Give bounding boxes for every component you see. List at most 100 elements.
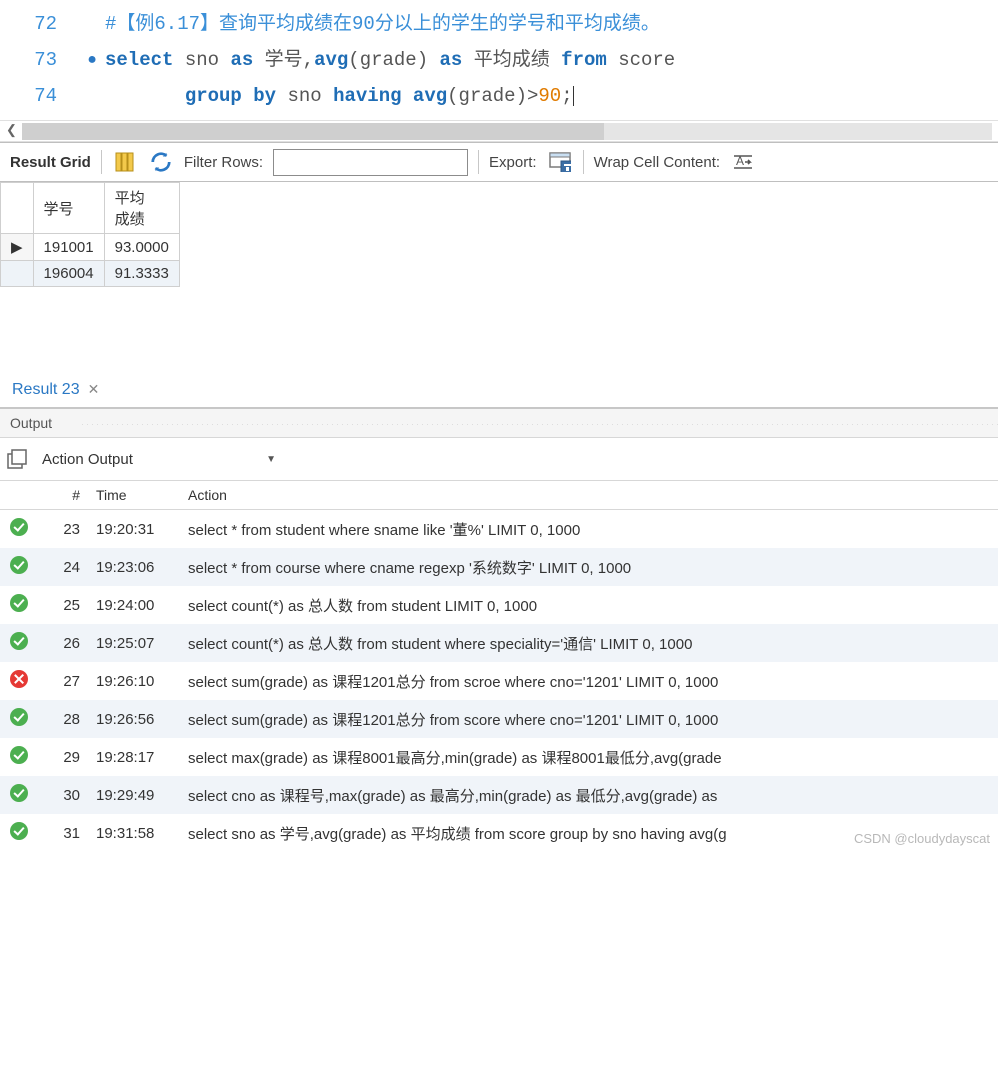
- result-grid-area: 学号平均成绩▶19100193.000019600491.3333: [0, 182, 998, 372]
- svg-text:A: A: [736, 154, 744, 168]
- log-header[interactable]: Time: [92, 481, 184, 510]
- output-dots: [80, 423, 998, 425]
- log-header[interactable]: #: [40, 481, 92, 510]
- line-number: 73: [0, 42, 85, 78]
- table-row[interactable]: ▶19100193.0000: [1, 234, 180, 261]
- log-time: 19:26:10: [92, 662, 184, 700]
- log-action: select * from course where cname regexp …: [184, 548, 998, 586]
- success-icon: [10, 594, 28, 612]
- output-panel-header: Output: [0, 408, 998, 438]
- filter-rows-input[interactable]: [273, 149, 468, 176]
- scroll-track[interactable]: [22, 123, 992, 140]
- log-number: 30: [40, 776, 92, 814]
- error-icon: [10, 670, 28, 688]
- log-row[interactable]: 3119:31:58select sno as 学号,avg(grade) as…: [0, 814, 998, 852]
- line-number: 72: [0, 6, 85, 42]
- editor-scrollbar[interactable]: ❮: [0, 120, 998, 142]
- log-action: select max(grade) as 课程8001最高分,min(grade…: [184, 738, 998, 776]
- breakpoint-marker[interactable]: ●: [85, 42, 99, 78]
- column-header[interactable]: 学号: [33, 183, 104, 234]
- watermark: CSDN @cloudydayscat: [854, 831, 990, 846]
- log-action: select sum(grade) as 课程1201总分 from score…: [184, 700, 998, 738]
- success-icon: [10, 632, 28, 650]
- column-header[interactable]: 平均成绩: [104, 183, 179, 234]
- log-row[interactable]: 2419:23:06select * from course where cna…: [0, 548, 998, 586]
- code-content[interactable]: select sno as 学号,avg(grade) as 平均成绩 from…: [105, 42, 675, 78]
- log-row[interactable]: 2319:20:31select * from student where sn…: [0, 510, 998, 549]
- cell[interactable]: 191001: [33, 234, 104, 261]
- log-number: 29: [40, 738, 92, 776]
- log-row[interactable]: 2519:24:00select count(*) as 总人数 from st…: [0, 586, 998, 624]
- wrap-cell-label: Wrap Cell Content:: [594, 154, 720, 171]
- log-time: 19:26:56: [92, 700, 184, 738]
- output-label: Output: [10, 415, 58, 431]
- code-content[interactable]: group by sno having avg(grade)>90;: [105, 78, 574, 114]
- log-action: select * from student where sname like '…: [184, 510, 998, 549]
- log-number: 26: [40, 624, 92, 662]
- toolbar-separator: [583, 150, 584, 174]
- scroll-thumb[interactable]: [22, 123, 604, 140]
- toolbar-separator: [478, 150, 479, 174]
- output-type-value: Action Output: [42, 451, 133, 468]
- log-header[interactable]: Action: [184, 481, 998, 510]
- result-grid-table[interactable]: 学号平均成绩▶19100193.000019600491.3333: [0, 182, 180, 287]
- success-icon: [10, 708, 28, 726]
- log-row[interactable]: 2619:25:07select count(*) as 总人数 from st…: [0, 624, 998, 662]
- result-tab[interactable]: Result 23: [12, 381, 80, 399]
- log-time: 19:28:17: [92, 738, 184, 776]
- log-action: select count(*) as 总人数 from student LIMI…: [184, 586, 998, 624]
- scroll-left-icon[interactable]: ❮: [6, 122, 17, 138]
- log-number: 23: [40, 510, 92, 549]
- log-number: 31: [40, 814, 92, 852]
- close-icon[interactable]: ✕: [88, 381, 100, 398]
- result-grid-label: Result Grid: [10, 154, 91, 171]
- grid-icon[interactable]: [112, 149, 138, 175]
- log-row[interactable]: 2919:28:17select max(grade) as 课程8001最高分…: [0, 738, 998, 776]
- output-log-area: #TimeAction2319:20:31select * from stude…: [0, 480, 998, 852]
- log-action: select cno as 课程号,max(grade) as 最高分,min(…: [184, 776, 998, 814]
- log-action: select sum(grade) as 课程1201总分 from scroe…: [184, 662, 998, 700]
- log-time: 19:20:31: [92, 510, 184, 549]
- log-time: 19:31:58: [92, 814, 184, 852]
- code-line[interactable]: 73●select sno as 学号,avg(grade) as 平均成绩 f…: [0, 42, 998, 78]
- export-label: Export:: [489, 154, 537, 171]
- log-time: 19:23:06: [92, 548, 184, 586]
- log-time: 19:29:49: [92, 776, 184, 814]
- log-time: 19:25:07: [92, 624, 184, 662]
- log-time: 19:24:00: [92, 586, 184, 624]
- row-indicator: ▶: [1, 234, 34, 261]
- filter-rows-label: Filter Rows:: [184, 154, 263, 171]
- export-icon[interactable]: [547, 149, 573, 175]
- log-number: 24: [40, 548, 92, 586]
- sql-editor[interactable]: 72#【例6.17】查询平均成绩在90分以上的学生的学号和平均成绩。73●sel…: [0, 0, 998, 120]
- refresh-icon[interactable]: [148, 149, 174, 175]
- log-header[interactable]: [0, 481, 40, 510]
- log-row[interactable]: 2819:26:56select sum(grade) as 课程1201总分 …: [0, 700, 998, 738]
- log-number: 25: [40, 586, 92, 624]
- output-log-table[interactable]: #TimeAction2319:20:31select * from stude…: [0, 480, 998, 852]
- code-line[interactable]: 74 group by sno having avg(grade)>90;: [0, 78, 998, 114]
- success-icon: [10, 746, 28, 764]
- code-content[interactable]: #【例6.17】查询平均成绩在90分以上的学生的学号和平均成绩。: [105, 6, 660, 42]
- result-tabs: Result 23 ✕: [0, 372, 998, 408]
- cell[interactable]: 196004: [33, 261, 104, 287]
- cell[interactable]: 91.3333: [104, 261, 179, 287]
- row-indicator: [1, 261, 34, 287]
- chevron-down-icon: ▼: [266, 454, 276, 465]
- log-number: 27: [40, 662, 92, 700]
- result-toolbar: Result Grid Filter Rows: Export: Wrap Ce…: [0, 142, 998, 182]
- cell[interactable]: 93.0000: [104, 234, 179, 261]
- code-line[interactable]: 72 #【例6.17】查询平均成绩在90分以上的学生的学号和平均成绩。: [0, 6, 998, 42]
- success-icon: [10, 556, 28, 574]
- success-icon: [10, 822, 28, 840]
- wrap-cell-icon[interactable]: A: [730, 149, 756, 175]
- stack-icon[interactable]: [6, 448, 28, 470]
- output-type-select[interactable]: Action Output ▼: [38, 445, 276, 473]
- table-row[interactable]: 19600491.3333: [1, 261, 180, 287]
- log-action: select count(*) as 总人数 from student wher…: [184, 624, 998, 662]
- toolbar-separator: [101, 150, 102, 174]
- log-row[interactable]: 2719:26:10select sum(grade) as 课程1201总分 …: [0, 662, 998, 700]
- line-number: 74: [0, 78, 85, 114]
- log-row[interactable]: 3019:29:49select cno as 课程号,max(grade) a…: [0, 776, 998, 814]
- success-icon: [10, 784, 28, 802]
